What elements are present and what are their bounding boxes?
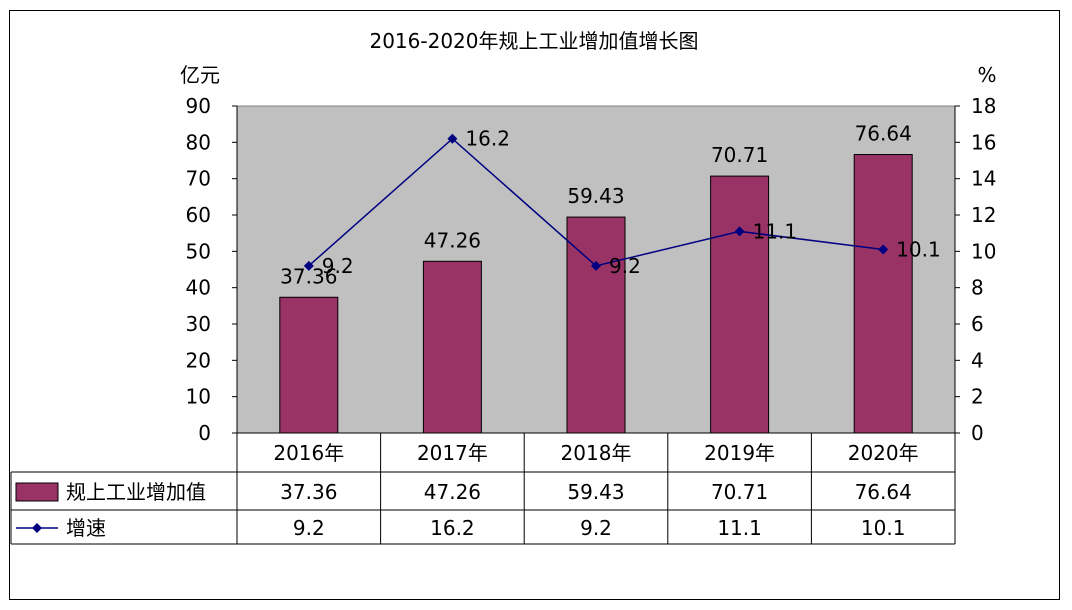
left-axis-tick-label: 20 [186, 348, 211, 372]
table-cell-value: 70.71 [711, 480, 768, 504]
growth-point-3 [591, 260, 601, 271]
table-cell-value: 37.36 [280, 480, 337, 504]
right-axis-tick-label: 8 [971, 276, 984, 300]
growth-value-label: 9.2 [609, 254, 641, 278]
legend-key-marker [32, 523, 42, 533]
left-axis-tick-label: 90 [186, 94, 211, 118]
category-label: 2018年 [561, 441, 632, 465]
bar-value-label: 70.71 [711, 143, 768, 167]
table-cell-growth: 10.1 [861, 516, 906, 540]
right-axis-tick-label: 12 [971, 203, 996, 227]
left-axis-tick-label: 30 [186, 312, 211, 336]
chart-title: 2016-2020年规上工业增加值增长图 [369, 29, 698, 53]
growth-point-5 [878, 244, 889, 255]
growth-point-4 [734, 226, 745, 237]
bar-4 [710, 175, 770, 434]
bar-value-label: 47.26 [424, 228, 481, 252]
growth-point-1 [303, 260, 314, 271]
growth-point-2 [447, 133, 458, 144]
right-axis-unit: % [977, 63, 996, 87]
growth-value-label: 11.1 [753, 219, 798, 243]
right-axis-tick-label: 4 [971, 348, 984, 372]
table-cell-value: 76.64 [855, 480, 912, 504]
legend-label-line: 增速 [66, 516, 106, 540]
bar-value-label: 76.64 [855, 122, 912, 146]
table-cell-growth: 16.2 [430, 516, 475, 540]
growth-value-label: 10.1 [896, 238, 941, 262]
right-axis-tick-label: 0 [971, 421, 984, 445]
right-axis-tick-label: 6 [971, 312, 984, 336]
left-axis-tick-label: 60 [186, 203, 211, 227]
growth-value-label: 9.2 [322, 254, 354, 278]
left-axis-tick-label: 50 [186, 239, 211, 263]
bar-2 [422, 260, 482, 434]
left-axis-tick-label: 0 [198, 421, 211, 445]
legend-key-bar [15, 482, 59, 502]
legend-label-bar: 规上工业增加值 [66, 480, 206, 504]
table-cell-growth: 11.1 [717, 516, 762, 540]
right-axis-tick-label: 18 [971, 94, 996, 118]
left-axis-tick-label: 40 [186, 276, 211, 300]
growth-value-label: 16.2 [465, 127, 510, 151]
table-cell-value: 47.26 [424, 480, 481, 504]
left-axis-tick-label: 10 [186, 385, 211, 409]
bar-5 [853, 154, 913, 434]
plot-area: 010203040506070809002468101214161837.364… [186, 94, 997, 445]
category-label: 2017年 [417, 441, 488, 465]
bar-1 [279, 296, 339, 434]
right-axis-tick-label: 16 [971, 130, 996, 154]
category-label: 2016年 [273, 441, 344, 465]
right-axis-tick-label: 14 [971, 167, 996, 191]
bar-3 [566, 216, 626, 434]
left-axis-unit: 亿元 [180, 63, 220, 87]
right-axis-tick-label: 2 [971, 385, 984, 409]
table-cell-growth: 9.2 [293, 516, 325, 540]
table-cell-value: 59.43 [567, 480, 624, 504]
table-cell-growth: 9.2 [580, 516, 612, 540]
right-axis-tick-label: 10 [971, 239, 996, 263]
left-axis-tick-label: 80 [186, 130, 211, 154]
category-label: 2020年 [848, 441, 919, 465]
left-axis-tick-label: 70 [186, 167, 211, 191]
bar-value-label: 59.43 [567, 184, 624, 208]
category-label: 2019年 [704, 441, 775, 465]
